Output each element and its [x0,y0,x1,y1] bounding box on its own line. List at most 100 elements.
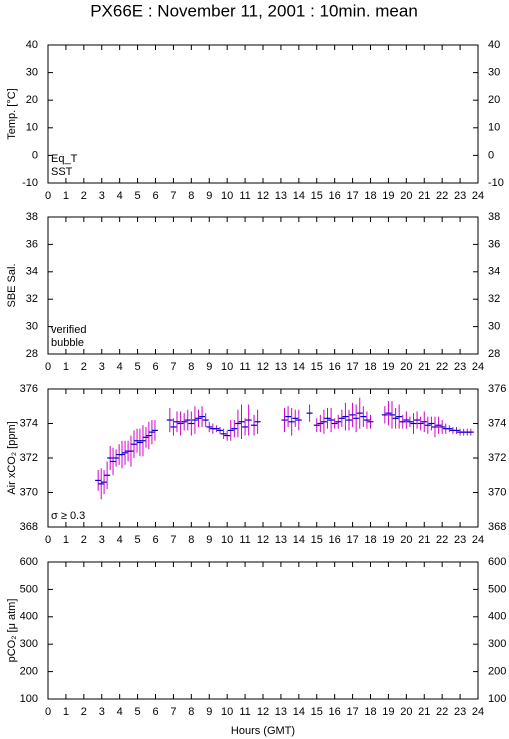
x-tick-label: 10 [221,361,233,373]
x-tick-label: 6 [152,534,158,546]
x-tick-label: 11 [239,534,250,546]
x-tick-label: 24 [472,534,484,546]
x-tick-label: 5 [135,361,141,373]
x-tick-label: 17 [346,190,358,202]
y-tick-label: 200 [20,666,38,678]
x-tick-label: 16 [329,361,341,373]
x-tick-label: 7 [170,361,176,373]
y-tick-label: 200 [488,666,506,678]
x-tick-label: 11 [239,361,250,373]
x-tick-label: 22 [436,534,448,546]
figure-title: PX66E : November 11, 2001 : 10min. mean [90,1,418,20]
x-tick-label: 9 [206,706,212,718]
y-tick-label: 500 [20,583,38,595]
x-tick-label: 15 [311,534,323,546]
plot-frame [47,216,479,355]
x-tick-label: 7 [170,190,176,202]
x-tick-label: 18 [364,706,376,718]
x-tick-label: 16 [329,706,341,718]
x-tick-label: 11 [239,706,250,718]
x-tick-label: 24 [472,190,484,202]
x-tick-label: 21 [418,534,430,546]
y-tick-label: 600 [20,556,38,568]
y-tick-label: 400 [488,611,506,623]
legend-entry: SST [51,166,73,178]
x-tick-label: 5 [135,534,141,546]
x-tick-label: 21 [418,706,430,718]
y-tick-label: 400 [20,611,38,623]
y-tick-label: 40 [488,39,500,51]
y-tick-label: 372 [20,452,38,464]
x-tick-label: 8 [188,534,194,546]
y-tick-label: 30 [488,321,500,333]
x-tick-label: 19 [382,190,394,202]
y-tick-label: 30 [26,67,38,79]
x-tick-label: 21 [418,190,430,202]
legend-entry: σ ≥ 0.3 [51,510,85,522]
y-tick-label: 100 [488,693,506,705]
x-tick-label: 8 [188,361,194,373]
x-tick-label: 17 [346,706,358,718]
x-tick-label: 22 [436,706,448,718]
x-tick-label: 17 [346,361,358,373]
x-tick-label: 2 [81,534,87,546]
x-tick-label: 0 [45,534,51,546]
x-tick-label: 5 [135,190,141,202]
x-axis-label: Hours (GMT) [231,725,295,737]
x-tick-label: 10 [221,534,233,546]
x-tick-label: 12 [257,534,269,546]
y-tick-label: 374 [20,417,38,429]
y-axis-label: pCO₂ [μ atm] [6,599,18,663]
x-tick-label: 23 [454,534,466,546]
y-tick-label: 20 [488,94,500,106]
y-tick-label: 300 [488,638,506,650]
y-tick-label: 32 [488,293,500,305]
x-tick-label: 0 [45,706,51,718]
x-tick-label: 15 [311,190,323,202]
y-tick-label: 600 [488,556,506,568]
x-tick-label: 24 [472,361,484,373]
x-tick-label: 0 [45,190,51,202]
y-tick-label: 30 [488,67,500,79]
x-tick-label: 10 [221,706,233,718]
x-tick-label: 20 [400,190,412,202]
y-tick-label: 30 [26,321,38,333]
x-tick-label: 20 [400,706,412,718]
x-tick-label: 15 [311,361,323,373]
x-tick-label: 24 [472,706,484,718]
x-tick-label: 1 [63,361,69,373]
plot-frame [47,44,479,184]
y-tick-label: 34 [488,266,500,278]
x-tick-label: 4 [117,361,123,373]
x-tick-label: 3 [99,706,105,718]
y-axis-label: Temp. [°C] [6,88,18,139]
x-tick-label: 2 [81,706,87,718]
x-tick-label: 8 [188,190,194,202]
x-tick-label: 13 [275,706,287,718]
x-tick-label: 20 [400,361,412,373]
y-tick-label: 368 [488,521,506,533]
x-tick-label: 23 [454,190,466,202]
legend-entry: Eq_T [51,153,78,165]
plot-frame [47,561,479,700]
y-tick-label: 370 [20,486,38,498]
x-tick-label: 13 [275,361,287,373]
y-axis-label: SBE Sal. [6,263,18,307]
y-axis-label: Air xCO₂ [ppm] [6,421,18,494]
x-tick-label: 19 [382,534,394,546]
x-tick-label: 4 [117,534,123,546]
x-tick-label: 5 [135,706,141,718]
x-tick-label: 10 [221,190,233,202]
y-tick-label: -10 [488,177,504,189]
x-tick-label: 1 [63,706,69,718]
x-tick-label: 17 [346,534,358,546]
x-tick-label: 6 [152,361,158,373]
x-tick-label: 0 [45,361,51,373]
y-tick-label: 10 [488,122,500,134]
y-tick-label: 40 [26,39,38,51]
x-tick-label: 13 [275,534,287,546]
y-tick-label: 500 [488,583,506,595]
y-tick-label: 10 [26,122,38,134]
x-tick-label: 3 [99,534,105,546]
